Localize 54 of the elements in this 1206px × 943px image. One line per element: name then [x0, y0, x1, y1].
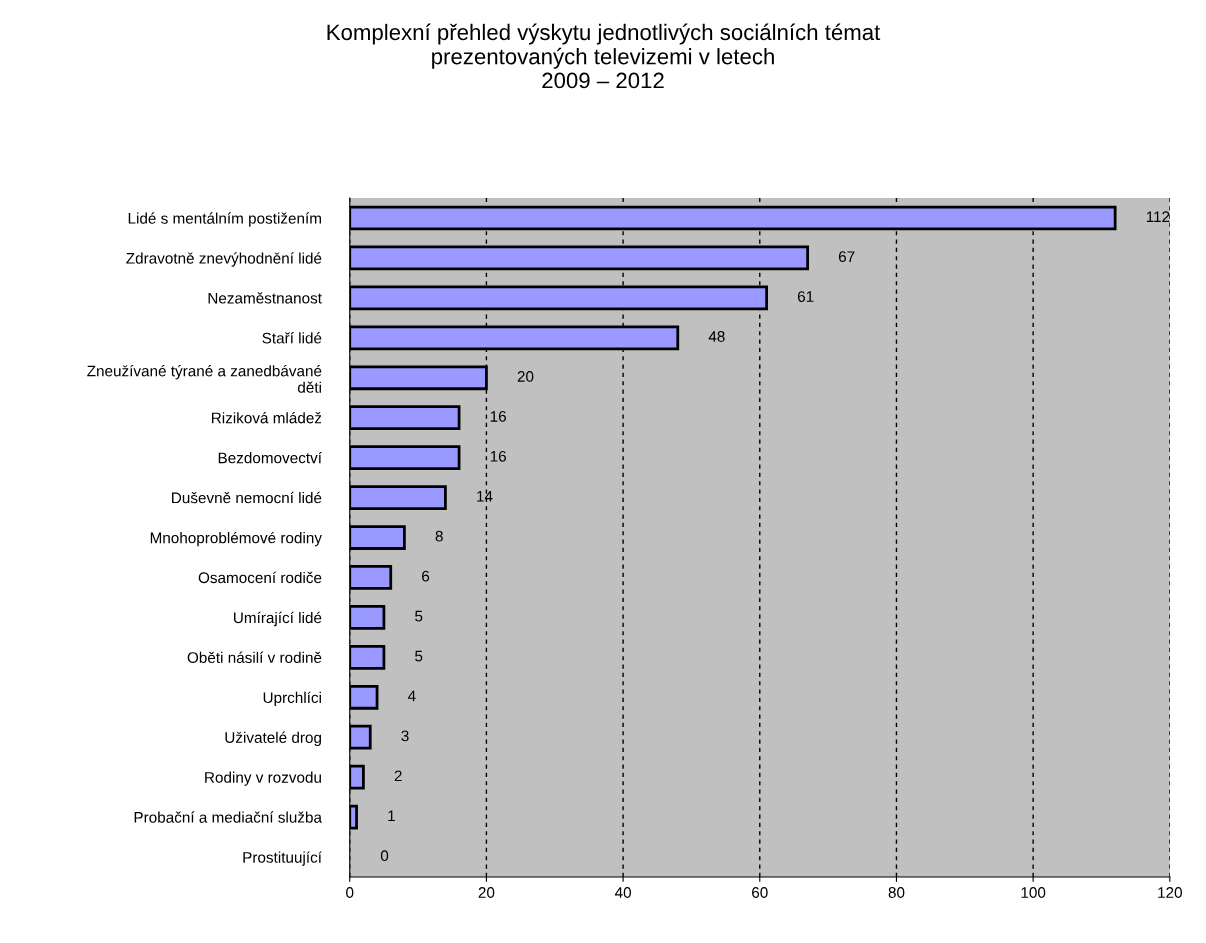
- bar: [349, 764, 365, 790]
- data-label: 16: [490, 410, 506, 422]
- data-label: 14: [477, 491, 493, 502]
- data-label: 8: [435, 530, 443, 542]
- y-tick-label: Zneužívané týrané a zanedbávané děti: [87, 365, 322, 393]
- data-label: 20: [517, 371, 534, 382]
- y-tick-label: Staří lidé: [262, 332, 322, 344]
- y-tick-label: Umírající lidé: [234, 611, 322, 627]
- data-label: 112: [1146, 211, 1170, 222]
- data-label: 0: [380, 850, 389, 862]
- x-tick-label: 40: [614, 887, 631, 898]
- y-tick-label: Osamocení rodiče: [198, 571, 322, 584]
- data-label: 67: [838, 251, 855, 263]
- data-label: 1: [388, 810, 395, 822]
- data-label: 5: [415, 650, 423, 662]
- x-tick-label: 80: [888, 887, 905, 898]
- bar: [349, 804, 358, 830]
- bar: [349, 684, 379, 710]
- y-tick-label: Uprchlíci: [263, 691, 321, 707]
- y-tick-label: Bezdomovectví: [218, 451, 322, 464]
- chart-title: Komplexní přehled výskytu jednotlivých sociálních témat prezentovaných televizemi v letech 2009 – 2012: [327, 23, 881, 89]
- x-tick-label: 0: [346, 887, 354, 898]
- data-label: 16: [490, 450, 506, 462]
- bar: [349, 405, 461, 431]
- bar: [349, 445, 461, 471]
- y-tick-label: Nezaměstnanost: [208, 292, 322, 304]
- data-label: 3: [401, 730, 409, 742]
- x-tick-label: 60: [752, 887, 768, 898]
- bar: [349, 724, 372, 750]
- data-label: 48: [708, 331, 725, 342]
- y-tick-label: Zdravotně znevýhodnění lidé: [126, 252, 322, 267]
- bar: [349, 565, 393, 590]
- bar: [349, 605, 386, 630]
- y-tick-label: Rodiny v rozvodu: [205, 771, 321, 786]
- data-label: 6: [422, 570, 430, 582]
- y-tick-label: Riziková mládež: [211, 411, 322, 424]
- y-tick-label: Prostituující: [243, 851, 322, 866]
- data-label: 2: [394, 770, 402, 782]
- x-tick-label: 100: [1021, 887, 1046, 898]
- bar: [349, 245, 810, 271]
- bar: [349, 485, 447, 510]
- y-tick-label: Lidé s mentálním postižením: [128, 212, 321, 227]
- data-label: 5: [415, 610, 423, 622]
- x-tick-label: 20: [478, 887, 495, 898]
- bar: [349, 644, 386, 670]
- x-tick-label: 120: [1158, 887, 1182, 898]
- y-tick-label: Uživatelé drog: [225, 731, 321, 746]
- bar: [349, 525, 406, 550]
- y-tick-label: Probační a mediační služba: [134, 811, 322, 823]
- data-label: 61: [797, 291, 814, 302]
- y-tick-label: Oběti násilí v rodině: [187, 651, 322, 664]
- y-tick-label: Mnohoproblémové rodiny: [150, 531, 322, 547]
- y-tick-label: Duševně nemocní lidé: [172, 491, 322, 504]
- data-label: 4: [407, 690, 416, 702]
